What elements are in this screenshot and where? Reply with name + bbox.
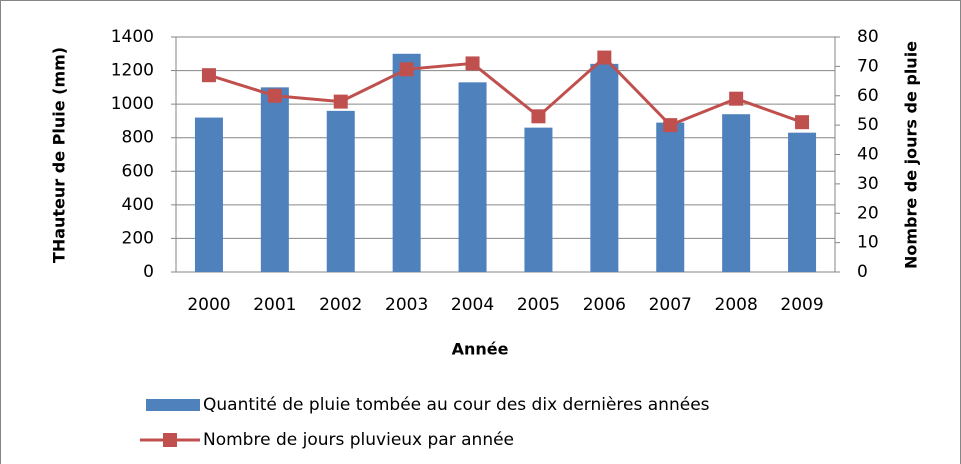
plot-border (175, 36, 836, 273)
x-axis-title: Année (452, 340, 509, 359)
x-tick-label: 2000 (187, 295, 230, 315)
bar (788, 132, 817, 272)
y2-axis-title: Nombre de jours de pluie (902, 41, 921, 269)
line-marker (531, 109, 546, 124)
y-tick-label: 800 (122, 128, 154, 148)
bar (458, 82, 487, 272)
x-tick-label: 2006 (583, 295, 626, 315)
y2-tick-label: 60 (857, 86, 879, 106)
x-tick-label: 2007 (649, 295, 692, 315)
bar (722, 114, 751, 272)
x-tick-label: 2008 (715, 295, 758, 315)
y2-tick-label: 70 (857, 56, 879, 76)
y2-tick-label: 40 (857, 145, 879, 165)
bar (656, 122, 685, 272)
line-marker (597, 50, 612, 65)
y2-tick-label: 10 (857, 233, 879, 253)
line-marker (795, 115, 810, 130)
legend-swatch (146, 399, 200, 411)
x-tick-label: 2002 (319, 295, 362, 315)
x-tick-label: 2003 (385, 295, 428, 315)
bar (524, 127, 553, 273)
line-marker (399, 62, 414, 77)
line-marker (333, 94, 348, 109)
bar (194, 117, 223, 272)
y-tick-label: 0 (143, 262, 154, 282)
legend-label: Quantité de pluie tombée au cour des dix… (203, 395, 710, 415)
line-marker (267, 88, 282, 103)
y-tick-label: 1000 (111, 94, 154, 114)
y-tick-label: 1200 (111, 61, 154, 81)
bar (590, 63, 619, 272)
x-tick-label: 2004 (451, 295, 494, 315)
bar (326, 110, 355, 272)
y-tick-label: 600 (122, 161, 154, 181)
x-tick-label: 2005 (517, 295, 560, 315)
x-tick-label: 2001 (253, 295, 296, 315)
legend-marker (163, 433, 177, 447)
y2-tick-label: 30 (857, 174, 879, 194)
bar (260, 87, 289, 272)
line (208, 55, 803, 127)
y-tick-label: 200 (122, 228, 154, 248)
x-tick-label: 2009 (780, 295, 823, 315)
y-tick-label: 400 (122, 195, 154, 215)
y2-tick-label: 0 (857, 262, 868, 282)
line-marker (729, 91, 744, 106)
line-marker (663, 118, 678, 133)
y2-tick-label: 80 (857, 27, 879, 47)
y2-tick-label: 20 (857, 203, 879, 223)
y-axis-title: THauteur de Pluie (mm) (50, 47, 69, 263)
line-marker (201, 68, 216, 83)
y2-tick-label: 50 (857, 115, 879, 135)
y-tick-label: 1400 (111, 27, 154, 47)
bar (392, 53, 421, 273)
line-marker (465, 56, 480, 71)
legend-label: Nombre de jours pluvieux par année (203, 430, 514, 450)
